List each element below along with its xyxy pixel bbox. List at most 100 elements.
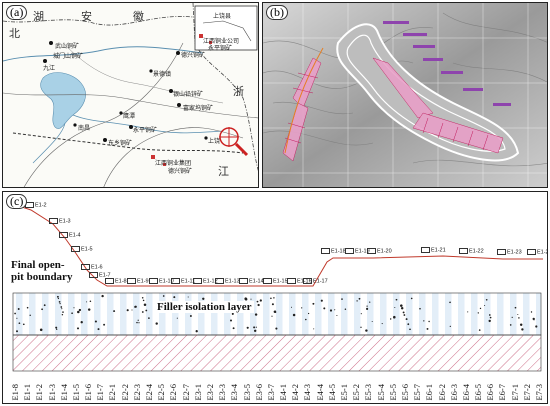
section-x-label: E5-4 [375,384,386,401]
final-open-pit-boundary-label: Final open- pit boundary [11,259,72,283]
section-x-label: E6-5 [473,384,484,401]
section-x-label: E2-7 [180,384,191,401]
place-label: 永平铜矿 [133,127,158,134]
section-x-label: E5-5 [387,384,398,401]
place-label: 武山铜矿 [55,43,80,50]
section-x-label: E6-7 [497,384,508,401]
section-x-label: E3-5 [241,384,252,401]
place-label: 城门山铜矿 [53,53,84,60]
province-label: 江 [218,165,229,178]
place-label: 江西铜业集团 [155,160,192,167]
place-label: 德兴铜矿 [168,168,193,175]
province-label: 浙 [233,85,244,98]
section-x-label: E6-6 [485,384,496,401]
section-x-label: E3-7 [265,384,276,401]
filler-isolation-layer-label: Filler isolation layer [155,301,254,313]
section-x-label: E1-1 [22,384,33,401]
section-x-label: E6-4 [460,384,471,401]
bench-label: E1-8 [105,278,127,284]
panel-a-label: (a) [6,5,28,20]
place-label: 东乡铜矿 [108,140,133,147]
section-x-label: E1-6 [83,384,94,401]
bench-label: E1-5 [71,246,93,252]
province-label: 湖 [33,10,44,23]
section-x-label: E6-3 [448,384,459,401]
section-x-label: E6-1 [424,384,435,401]
section-x-label: E3-3 [217,384,228,401]
boundary-label-line-2: pit boundary [11,271,73,283]
section-x-label: E4-3 [302,384,313,401]
section-x-label: E3-2 [204,384,215,401]
section-x-label: E7-3 [534,384,544,401]
section-x-label: E2-6 [168,384,179,401]
bench-label: E1-4 [59,232,81,238]
place-label: 德兴铜矿 [181,52,206,59]
section-x-label: E1-2 [34,384,45,401]
place-label: 江西铜业公司 [203,38,240,45]
place-label: 富家坞铜矿 [183,105,214,112]
section-x-label: E1-7 [95,384,106,401]
place-label: 南昌 [78,125,91,132]
section-x-label: E7-1 [509,384,520,401]
place-label: 永平铜矿 [208,45,233,52]
bench-label: E1-14 [239,278,264,284]
section-x-label: E5-1 [339,384,350,401]
bench-label: E1-24 [527,249,547,255]
section-x-label: E7-2 [521,384,532,401]
section-x-label: E1-5 [70,384,81,401]
section-x-label: E2-5 [156,384,167,401]
bench-label: E1-9 [127,278,149,284]
bench-label: E1-19 [345,248,370,254]
bench-label: E1-13 [215,278,240,284]
bench-label: E1-3 [49,218,71,224]
place-label: 景德镇 [153,71,172,78]
panel-c-label: (c) [6,194,28,209]
open-pit-model-panel: (b) [262,2,548,188]
bench-label: E1-15 [263,278,288,284]
bench-label: E1-17 [303,278,328,284]
bench-label: E1-22 [459,248,484,254]
section-x-label: E6-2 [436,384,447,401]
bench-label: E1-12 [193,278,218,284]
province-label: 徽 [133,10,144,23]
province-label: 安 [81,10,92,23]
section-x-label: E5-6 [399,384,410,401]
place-label: 银山铅锌矿 [173,91,204,98]
bench-label: E1-11 [171,278,195,284]
location-map-panel: (a) 北 [2,2,259,188]
section-x-label: E2-4 [144,384,155,401]
section-x-label: E3-4 [229,384,240,401]
bench-label: E1-18 [321,248,346,254]
bench-label: E1-21 [421,247,446,253]
panel-b-label: (b) [266,5,288,20]
section-x-label: E4-4 [314,384,325,401]
section-x-label: E4-2 [290,384,301,401]
section-x-label: E1-3 [46,384,57,401]
bench-label: E1-10 [149,278,174,284]
section-x-label: E3-1 [192,384,203,401]
place-label: 上饶县 [213,13,232,20]
bench-label: E1-6 [81,264,103,270]
bench-label: E1-2 [25,202,47,208]
boundary-label-line-1: Final open- [11,259,65,271]
section-x-label: E1-4 [58,384,69,401]
section-x-label: E4-1 [278,384,289,401]
section-x-label: E5-7 [412,384,423,401]
section-x-label: E4-5 [326,384,337,401]
place-label: 上饶 [208,138,221,145]
section-x-label: E5-3 [363,384,374,401]
place-label: 鹰潭 [123,113,136,120]
section-x-label: E2-2 [119,384,130,401]
bench-label: E1-7 [89,272,111,278]
location-map [3,3,258,187]
bench-label: E1-23 [497,249,522,255]
section-x-label: E5-2 [351,384,362,401]
section-diagram [12,203,543,372]
section-x-label: E3-6 [253,384,264,401]
section-x-label: E2-3 [131,384,142,401]
bench-label: E1-20 [367,248,392,254]
open-pit-model [263,3,547,187]
section-diagram-panel: (c) Final open- pit boundary Filler isol… [2,191,548,404]
section-x-label: E1-8 [10,384,20,401]
section-x-label: E2-1 [107,384,118,401]
